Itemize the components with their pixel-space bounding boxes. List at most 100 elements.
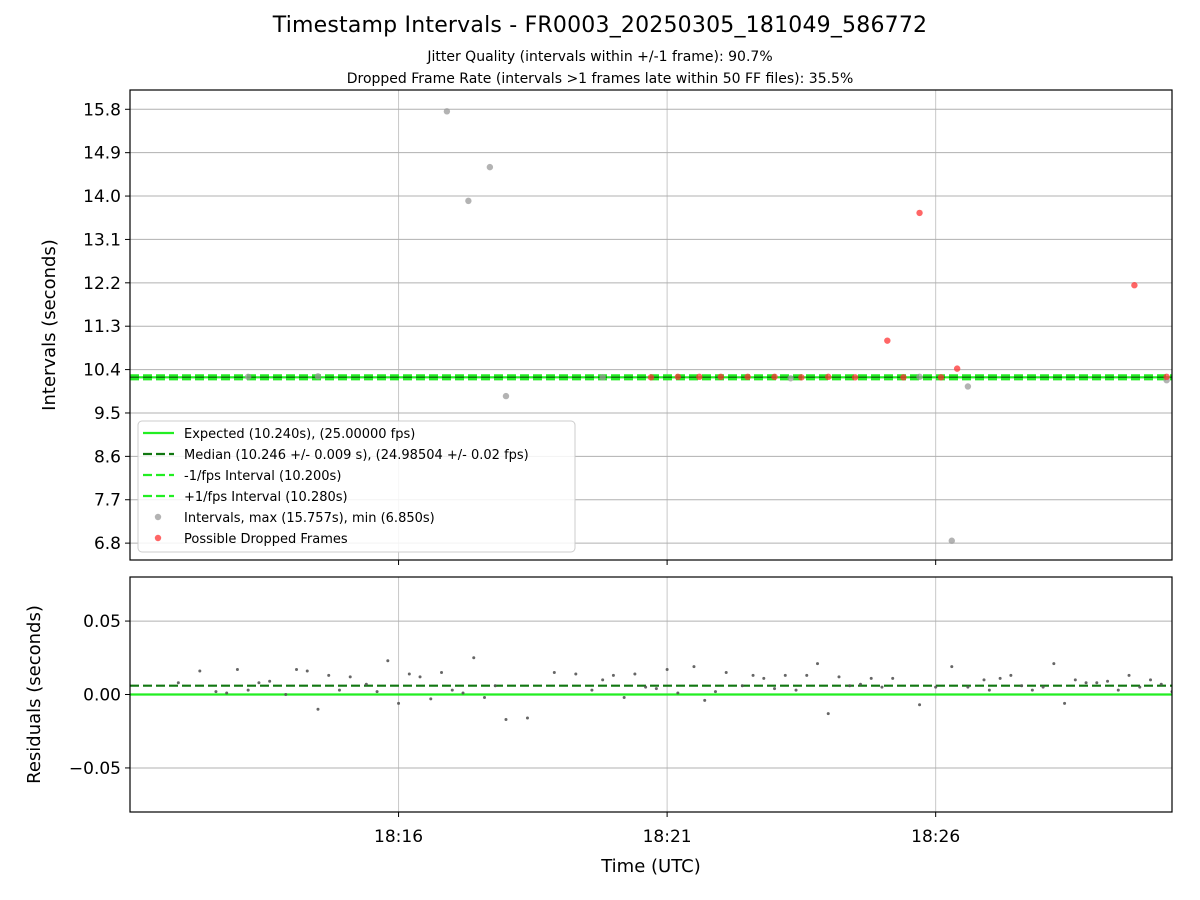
y-tick-label: 10.4 [83,361,121,381]
data-point [450,688,454,692]
data-point [837,675,841,679]
data-point [486,163,494,171]
data-point [654,687,658,691]
data-point [740,684,744,688]
y-tick-label: 0.05 [83,612,121,632]
data-point [504,717,508,721]
data-point [964,383,972,390]
data-point [316,707,320,711]
data-point [891,676,895,680]
data-point [590,688,594,692]
data-point [1181,741,1184,744]
data-point [916,373,923,381]
data-point [783,673,787,677]
y-axis-label: Intervals (seconds) [39,239,60,411]
intervals-panel: 6.8 7.7 8.6 9.5 10.4 11.3 12.2 13.1 14.0 14.9 15.8… [39,89,1173,565]
legend-entry: Possible Dropped Frames [184,532,348,547]
data-point [665,668,669,672]
legend: Expected (10.240s), (25.00000 fps) Median… [137,420,576,553]
y-tick-label: 6.8 [94,534,121,554]
data-point [713,690,717,694]
data-point [268,679,272,683]
data-point [244,373,252,381]
y-tick-label: 11.3 [83,317,121,337]
data-point [884,337,891,344]
residuals-panel: −0.05 0.00 0.05 18:16 18:21 18:26 Residuals (s… [24,576,1195,877]
data-point [1030,688,1034,692]
data-point [798,374,805,381]
legend-entry: +1/fps Interval (10.280s) [184,490,348,505]
data-point [176,681,180,685]
data-point [717,373,725,381]
data-point [1149,678,1153,682]
data-point [375,690,379,694]
data-point [327,673,331,677]
x-tick-label: 18:16 [374,827,423,847]
data-point [284,693,288,696]
data-point [407,672,411,676]
data-point [918,703,922,707]
data-point [692,665,696,669]
chart-title: Timestamp Intervals - FR0003_20250305_18… [272,13,928,38]
data-point [848,684,852,688]
data-point [1063,701,1067,705]
data-point [647,374,655,381]
data-point [633,672,637,676]
data-point [314,373,322,380]
data-point [1127,673,1131,677]
jitter-quality-subtitle: Jitter Quality (intervals within +/-1 fr… [427,49,773,65]
data-point [337,688,341,692]
data-point [966,685,970,689]
data-point [1052,662,1056,666]
data-point [676,691,680,695]
y-tick-label: 7.7 [94,491,121,511]
legend-entry: -1/fps Interval (10.200s) [184,469,341,484]
data-point [858,682,862,686]
data-point [1020,684,1024,688]
data-point [696,373,703,381]
data-point [826,712,830,716]
data-point [418,675,422,679]
data-point [1106,679,1110,683]
data-point [1009,673,1013,677]
data-point [982,678,986,682]
y-tick-label: 13.1 [83,230,121,250]
plot-area [130,108,1172,544]
data-point [916,209,923,217]
legend-entry: Median (10.246 +/- 0.009 s), (24.98504 +… [184,448,529,463]
data-point [386,659,390,663]
data-point [950,665,954,669]
data-point [246,688,250,692]
data-point [1138,685,1142,689]
data-point [1116,688,1120,692]
y-tick-label: −0.05 [69,759,121,779]
data-point [198,669,202,673]
y-tick-label: 12.2 [83,274,121,294]
data-point [235,668,239,672]
data-point [900,374,907,381]
data-point [601,678,605,682]
data-point [987,688,991,692]
data-point [816,662,820,666]
data-point [1041,685,1045,689]
data-point [744,373,751,381]
legend-entry: Intervals, max (15.757s), min (6.850s) [184,511,435,526]
data-point [703,698,707,702]
data-point [1073,678,1077,682]
data-point [525,716,529,720]
data-point [225,691,229,695]
data-point [771,373,778,381]
data-point [1192,671,1195,674]
data-point [599,374,606,381]
data-point [465,197,472,205]
data-point [1084,681,1088,685]
data-point [348,675,352,679]
data-point [1131,282,1138,289]
dropped-frame-rate-subtitle: Dropped Frame Rate (intervals >1 frames … [346,71,854,87]
x-tick-label: 18:26 [911,827,960,847]
data-point [1163,373,1170,381]
data-point [762,676,766,680]
data-point [1159,682,1163,686]
axes-frame [129,89,1173,561]
data-point [502,392,510,400]
